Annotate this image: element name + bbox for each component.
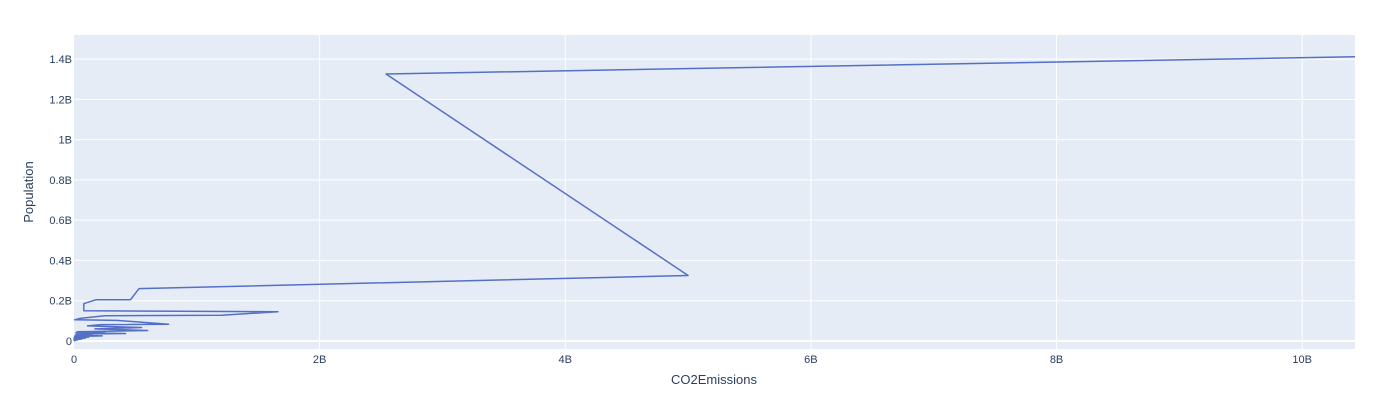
y-tick-label: 0.8B: [49, 175, 72, 187]
x-tick-label: 4B: [559, 354, 572, 366]
x-tick-label: 2B: [313, 354, 326, 366]
y-tick-label: 1.4B: [49, 54, 72, 66]
y-tick-label: 0.6B: [49, 215, 72, 227]
y-axis-title: Population: [21, 161, 36, 222]
x-tick-label: 8B: [1050, 354, 1063, 366]
x-tick-label: 6B: [804, 354, 817, 366]
y-tick-label: 0: [66, 336, 72, 348]
y-tick-label: 1.2B: [49, 94, 72, 106]
series-line: [73, 55, 1356, 342]
x-gridlines: [319, 35, 1303, 349]
y-gridlines: [74, 58, 1355, 342]
series-layer: [73, 55, 1356, 342]
y-tick-label: 0.4B: [49, 255, 72, 267]
plot-area: [74, 35, 1355, 349]
x-axis-title: CO2Emissions: [671, 372, 757, 387]
y-tick-label: 0.2B: [49, 296, 72, 308]
x-tick-label: 10B: [1292, 354, 1312, 366]
y-tick-label: 1B: [59, 135, 72, 147]
y-axis-ticks: 0 0.2B 0.4B 0.6B 0.8B 1B 1.2B 1.4B: [49, 54, 72, 348]
x-axis-ticks: 0 2B 4B 6B 8B 10B: [71, 354, 1312, 366]
x-tick-label: 0: [71, 354, 77, 366]
